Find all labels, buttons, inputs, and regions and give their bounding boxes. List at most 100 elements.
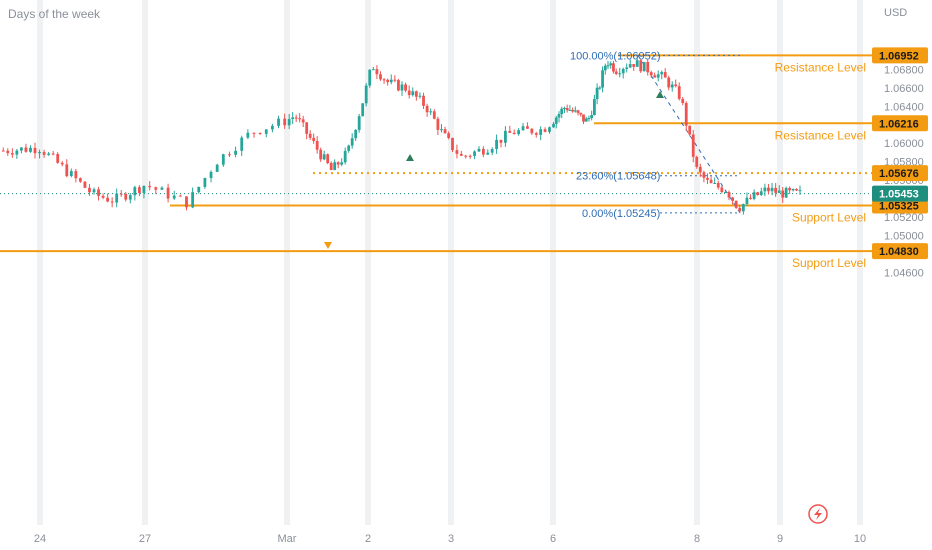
candle-body-116 [517,130,521,135]
candle-body-75 [357,116,361,130]
candle-body-147 [614,71,618,74]
candle-body-15 [69,171,73,177]
candle-body-65 [322,154,326,160]
candle-body-126 [557,114,561,118]
candle-body-144 [606,65,610,67]
logo-icon[interactable] [808,504,828,524]
level-label-3: Support Level [792,210,866,224]
candle-body-56 [291,117,295,120]
candle-body-153 [635,60,639,67]
candle-body-161 [663,72,667,78]
candle-body-68 [333,162,337,171]
candle-body-64 [319,149,323,160]
candle-body-98 [440,129,443,131]
candle-body-107 [477,148,481,152]
candle-body-105 [468,155,472,157]
candle-body-74 [354,129,358,139]
candle-body-186 [752,192,756,199]
candle-body-149 [621,68,625,74]
time-axis[interactable]: 24 27 Mar 2 3 6 8 9 10 [34,533,866,545]
candle-body-52 [271,125,274,130]
candle-body-33 [154,187,158,190]
markers [324,91,664,249]
x-tick-label-5: 6 [550,533,556,545]
candle-body-148 [618,73,622,75]
level-tag-2-bg [872,165,928,182]
candle-body-113 [504,130,507,143]
candle-body-69 [336,162,340,165]
level-tag-1-bg [872,115,928,132]
candle-body-89 [407,90,411,96]
candle-body-80 [375,69,379,75]
level-tag-0-bg [872,47,928,64]
candle-body-184 [745,197,749,205]
candle-body-20 [92,189,96,193]
candle-body-142 [601,70,604,88]
candle-body-104 [464,155,468,157]
candle-body-36 [172,195,176,199]
candle-body-93 [422,95,425,106]
currency-label: USD [884,7,907,19]
fibonacci-retracement: 100.00%(1.06952) 23.60%(1.05648) 0.00%(1.0… [570,50,741,220]
candle-body-32 [148,185,152,188]
candle-body-169 [691,134,695,157]
candle-body-114 [508,130,512,133]
candle-body-0 [1,150,5,152]
candle-body-28 [128,195,132,200]
candle-body-172 [702,172,706,178]
candle-body-4 [20,147,23,151]
candle-body-79 [371,69,375,71]
marker-triangle-up-2 [656,91,664,98]
candle-body-10 [47,153,51,155]
candle-body-165 [677,86,681,99]
candle-body-1 [6,150,10,154]
candle-body-127 [560,108,564,115]
candle-body-45 [228,154,231,156]
candle-body-19 [88,187,91,193]
candle-body-86 [397,80,400,91]
candle-body-138 [590,115,594,119]
candle-body-30 [137,187,141,193]
level-tag-4-bg [872,243,928,260]
candle-body-118 [526,126,529,129]
candle-body-12 [56,154,60,163]
candle-body-120 [534,133,538,135]
candle-body-81 [379,74,382,80]
vertical-gridline-2 [284,0,290,525]
candle-body-130 [568,109,572,111]
candle-body-173 [706,177,709,180]
x-tick-label-7: 9 [777,533,783,545]
candle-body-152 [632,64,636,67]
candle-body-183 [741,204,745,212]
candle-body-76 [361,103,365,117]
candle-body-179 [727,192,731,198]
candle-body-170 [695,156,699,167]
candle-body-164 [674,84,678,87]
candle-body-193 [777,190,781,193]
candle-body-25 [115,193,119,203]
candle-body-181 [734,200,738,208]
candle-body-146 [612,63,615,72]
chart-title: Days of the week [8,7,101,21]
level-tag-2-text: 1.05676 [879,168,919,180]
vertical-gridline-8 [857,0,863,525]
candle-body-99 [443,129,447,134]
candle-body-78 [368,69,372,86]
level-tag-3-text: 1.05325 [879,200,919,212]
candle-body-77 [364,85,368,104]
candle-body-187 [756,192,760,195]
candle-body-47 [240,137,244,151]
candle-body-16 [74,171,78,179]
candle-body-196 [788,187,792,191]
candle-body-110 [490,149,494,153]
marker-triangle-up-1 [406,154,414,161]
vertical-gridline-3 [365,0,371,525]
candle-body-44 [221,154,225,165]
candle-body-133 [576,110,580,113]
vertical-gridline-0 [37,0,43,525]
level-tag-4-text: 1.04830 [879,246,919,258]
candle-body-22 [101,195,105,198]
candle-body-11 [51,153,55,155]
candle-body-87 [400,84,404,91]
